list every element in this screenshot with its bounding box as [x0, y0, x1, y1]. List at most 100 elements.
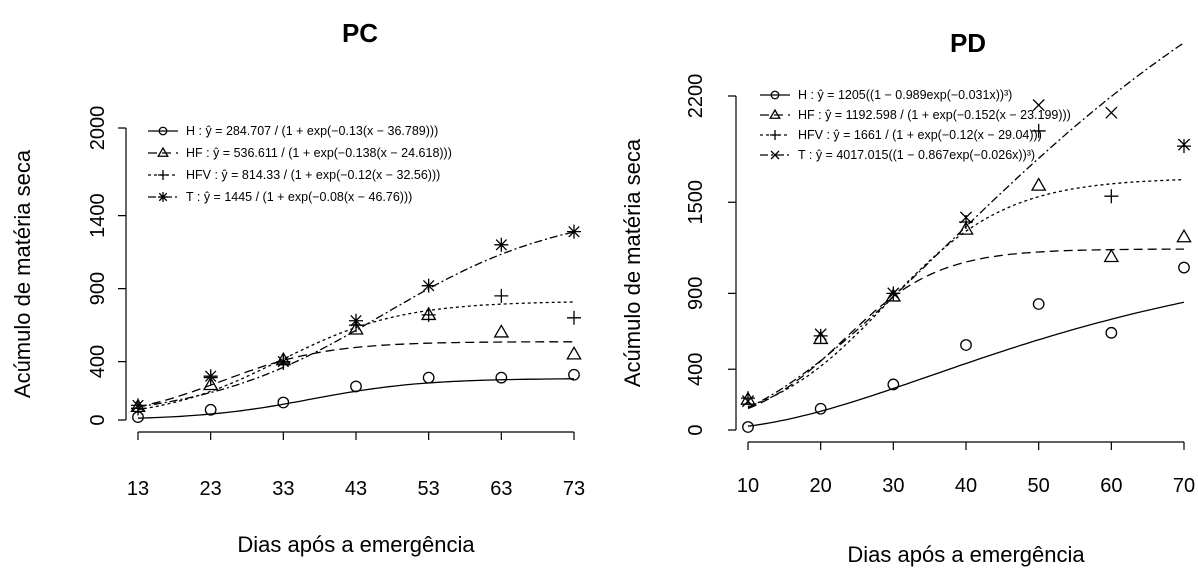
- data-point-h: [742, 421, 754, 433]
- fitted-curve-t: [137, 231, 575, 408]
- data-point-hf: [885, 288, 902, 302]
- data-point-t: [741, 395, 755, 408]
- data-point-hfv: [1177, 139, 1191, 154]
- data-point-t: [959, 211, 973, 224]
- data-point-hf: [1030, 177, 1047, 191]
- legend-label-hf: HF : ŷ = 1192.598 / (1 + exp(−0.152(x − …: [798, 108, 1071, 122]
- data-point-hfv: [813, 328, 828, 343]
- x-tick-label: 53: [418, 478, 440, 500]
- data-point-h: [887, 378, 900, 391]
- y-tick-label: 0: [87, 414, 109, 425]
- x-tick-label: 23: [200, 478, 222, 500]
- x-axis: [137, 431, 575, 440]
- x-tick-label: 13: [127, 478, 149, 500]
- y-tick-label: 2000: [87, 106, 109, 151]
- fitted-curve-t: [747, 42, 1185, 409]
- data-point-hfv: [421, 307, 436, 322]
- y-tick-label: 900: [685, 277, 707, 310]
- legend-label-t: T : ŷ = 4017.015((1 − 0.867exp(−0.026x))…: [798, 148, 1035, 162]
- x-axis-label: Dias após a emergência: [237, 532, 475, 557]
- legend-marker-hf: [769, 108, 781, 119]
- data-point-hfv: [1104, 189, 1119, 204]
- data-point-t: [567, 224, 581, 239]
- data-point-h: [960, 339, 972, 351]
- legend-marker-hfv: [158, 170, 168, 180]
- y-axis-label: Acúmulo de matéria seca: [10, 149, 35, 398]
- data-point-hf: [202, 376, 219, 391]
- y-tick-label: 1400: [87, 193, 109, 238]
- data-point-t: [203, 369, 218, 384]
- fitted-curve-h: [137, 378, 574, 419]
- data-point-hf: [1103, 248, 1120, 263]
- x-tick-label: 63: [490, 478, 512, 500]
- data-point-t: [1177, 138, 1191, 151]
- x-tick-label: 50: [1028, 475, 1050, 497]
- legend-label-h: H : ŷ = 284.707 / (1 + exp(−0.13(x − 36.…: [186, 124, 438, 138]
- data-point-t: [887, 287, 900, 300]
- chart-title: PC: [342, 18, 378, 48]
- y-tick-label: 400: [87, 345, 109, 378]
- data-point-t: [814, 328, 827, 341]
- legend-label-h: H : ŷ = 1205((1 − 0.989exp(−0.031x))³): [798, 88, 1012, 102]
- data-point-h: [422, 371, 435, 384]
- x-tick-label: 33: [272, 478, 294, 500]
- data-point-h: [277, 396, 290, 409]
- y-axis: [118, 127, 127, 421]
- fitted-curve-hf: [137, 341, 574, 408]
- data-point-h: [204, 403, 217, 416]
- y-axis: [728, 95, 737, 431]
- data-point-t: [1105, 106, 1118, 119]
- data-point-t: [494, 237, 509, 252]
- data-point-hf: [566, 345, 582, 360]
- legend-marker-t: [158, 192, 168, 202]
- legend-label-hf: HF : ŷ = 536.611 / (1 + exp(−0.138(x − 2…: [186, 146, 452, 160]
- fitted-curve-hfv: [747, 179, 1185, 408]
- data-point-h: [350, 380, 362, 393]
- x-axis: [747, 441, 1185, 450]
- legend-label-hfv: HFV : ŷ = 814.33 / (1 + exp(−0.12(x − 32…: [186, 168, 440, 182]
- data-point-hfv: [741, 391, 755, 406]
- data-point-h: [1178, 261, 1190, 274]
- x-axis-label: Dias após a emergência: [847, 542, 1085, 567]
- legend-marker-h: [158, 126, 168, 136]
- legend-label-t: T : ŷ = 1445 / (1 + exp(−0.08(x − 46.76)…: [186, 190, 412, 204]
- data-point-hf: [958, 221, 974, 235]
- legend-marker-hf: [157, 146, 169, 157]
- legend-label-hfv: HFV : ŷ = 1661 / (1 + exp(−0.12(x − 29.0…: [798, 128, 1042, 142]
- fitted-curve-hf: [747, 248, 1184, 410]
- x-tick-label: 70: [1173, 475, 1195, 497]
- fitted-curve-h: [747, 301, 1185, 427]
- y-tick-label: 1500: [685, 180, 707, 225]
- data-point-hfv: [567, 310, 581, 325]
- legend-marker-t: [770, 150, 780, 160]
- x-tick-label: 10: [737, 475, 759, 497]
- data-point-hfv: [1031, 123, 1046, 138]
- data-point-h: [814, 402, 827, 415]
- x-tick-label: 40: [955, 475, 977, 497]
- data-point-t: [349, 313, 363, 328]
- chart-title: PD: [950, 28, 986, 58]
- data-point-hf: [1176, 228, 1192, 243]
- y-tick-label: 0: [685, 424, 707, 435]
- data-point-h: [568, 368, 580, 381]
- y-tick-label: 400: [685, 353, 707, 386]
- x-tick-label: 60: [1100, 475, 1122, 497]
- y-tick-label: 900: [87, 272, 109, 305]
- data-point-hf: [493, 324, 510, 338]
- y-axis-label: Acúmulo de matéria seca: [620, 138, 645, 387]
- data-point-t: [1032, 99, 1045, 112]
- y-tick-label: 2200: [685, 74, 707, 119]
- x-tick-label: 73: [563, 478, 585, 500]
- data-point-t: [276, 354, 291, 369]
- data-point-hfv: [494, 288, 509, 303]
- data-point-h: [1105, 326, 1118, 339]
- x-tick-label: 20: [810, 475, 832, 497]
- legend-marker-h: [770, 90, 780, 100]
- data-point-h: [1032, 298, 1045, 310]
- data-point-h: [495, 371, 508, 384]
- data-point-t: [421, 278, 436, 293]
- x-tick-label: 30: [882, 475, 904, 497]
- legend-marker-hfv: [770, 130, 780, 140]
